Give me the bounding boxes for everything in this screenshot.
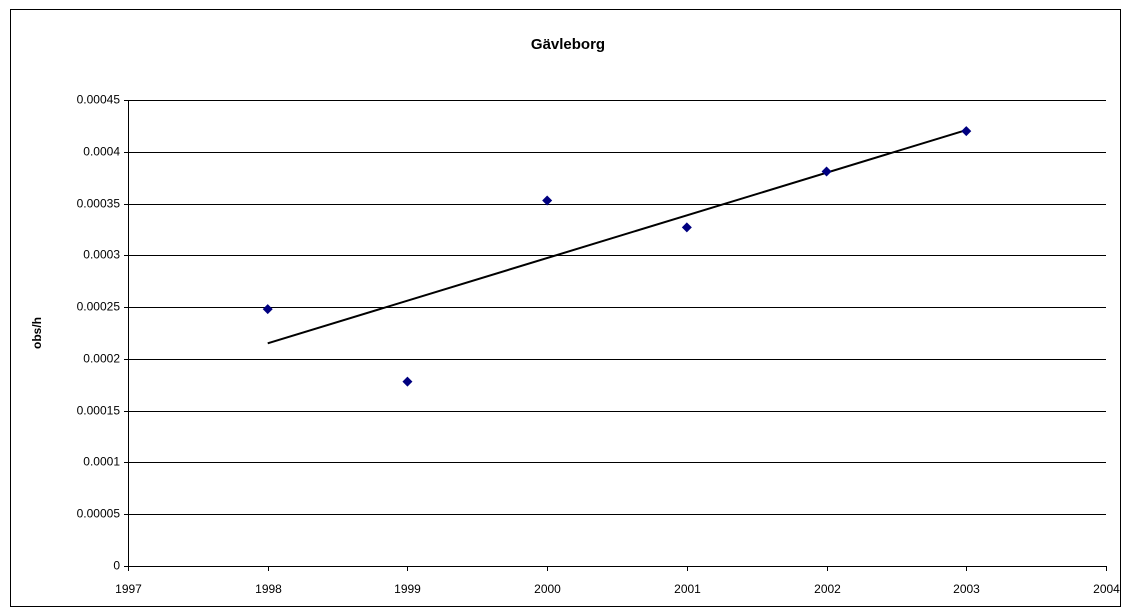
y-tick-label: 0.0001	[83, 455, 120, 469]
trend-line	[267, 129, 967, 345]
y-tick-label: 0.0003	[83, 248, 120, 262]
data-point	[821, 166, 832, 177]
x-tick-label: 2001	[674, 582, 701, 596]
x-tick-label: 1998	[255, 582, 282, 596]
data-point	[961, 126, 972, 137]
x-tick-label: 1999	[394, 582, 421, 596]
data-point	[681, 222, 692, 233]
data-point	[402, 376, 413, 387]
data-point	[262, 304, 273, 315]
y-tick-label: 0.00015	[77, 404, 121, 418]
chart-title: Gävleborg	[531, 36, 605, 53]
x-tick-label: 1997	[115, 582, 142, 596]
x-tick-label: 2004	[1093, 582, 1120, 596]
data-point	[542, 195, 553, 206]
y-tick-label: 0.0004	[83, 145, 120, 159]
y-axis-label: obs/h	[30, 317, 44, 349]
x-tick-label: 2000	[534, 582, 561, 596]
x-tick-label: 2003	[953, 582, 980, 596]
y-tick-label: 0	[113, 559, 120, 573]
y-tick-label: 0.00035	[77, 197, 121, 211]
y-tick-label: 0.0002	[83, 352, 120, 366]
y-tick-label: 0.00005	[77, 507, 121, 521]
x-tick-label: 2002	[814, 582, 841, 596]
y-tick-label: 0.00045	[77, 93, 121, 107]
y-tick-label: 0.00025	[77, 300, 121, 314]
